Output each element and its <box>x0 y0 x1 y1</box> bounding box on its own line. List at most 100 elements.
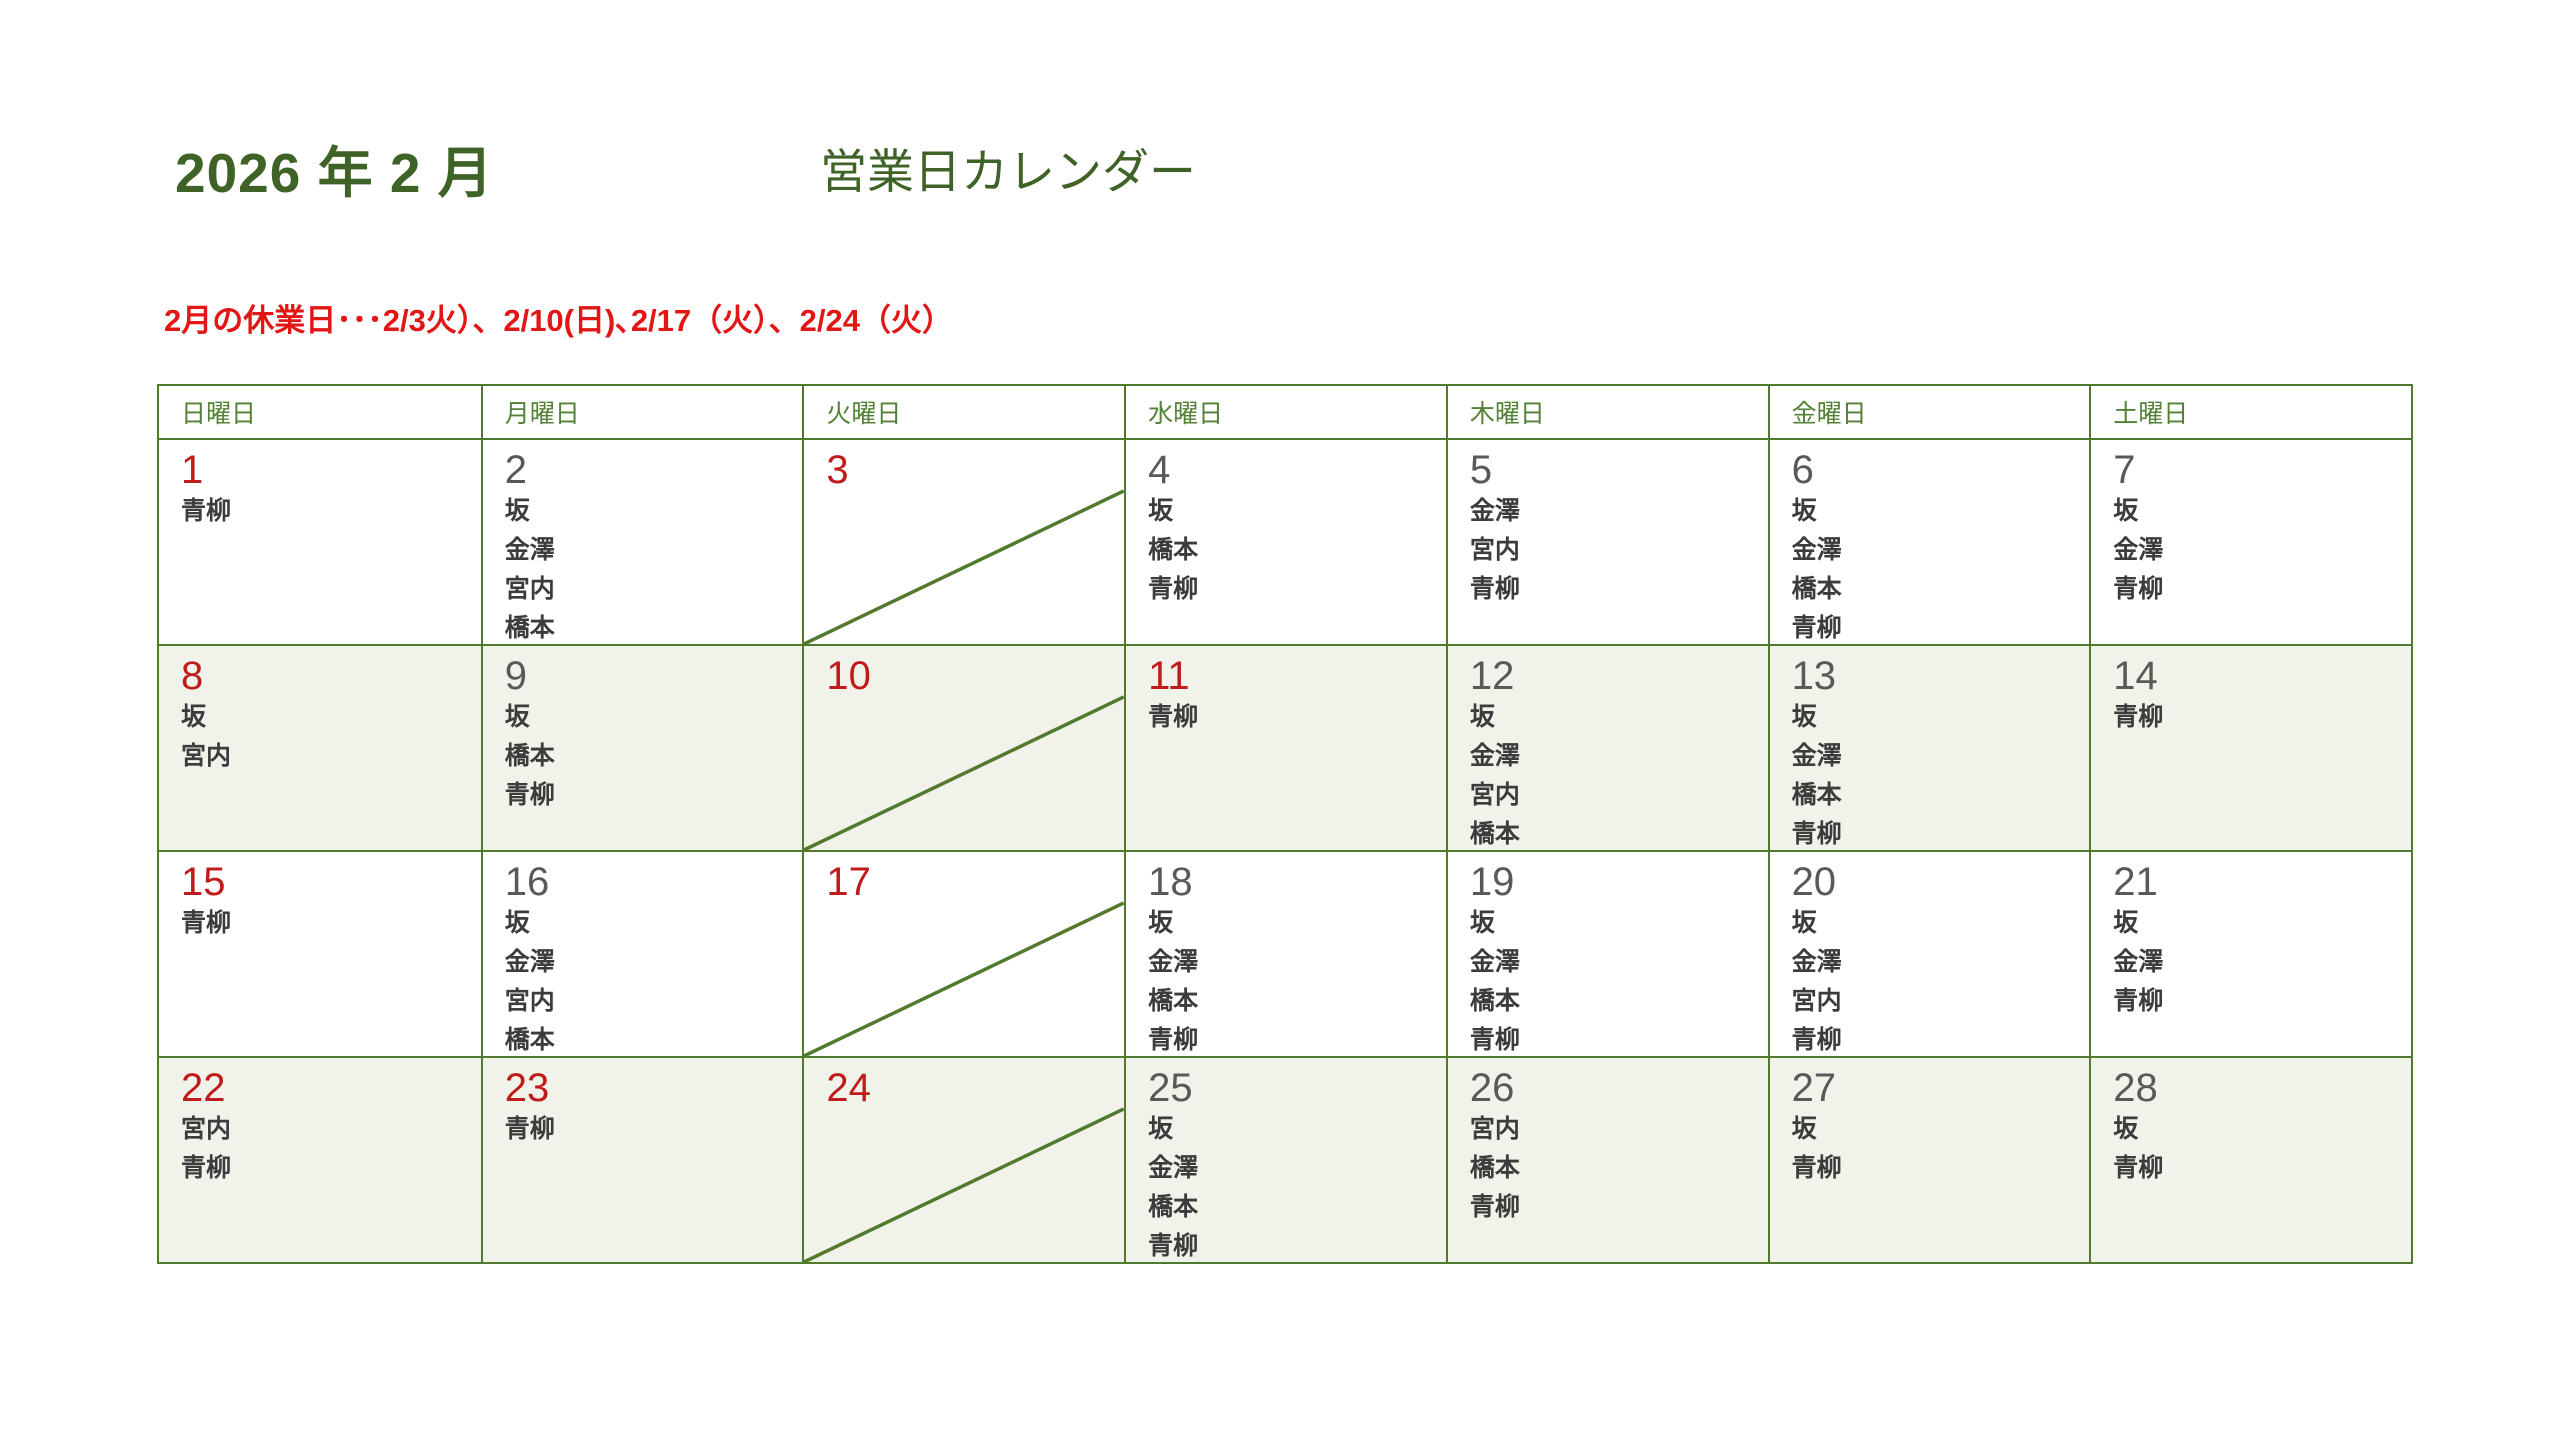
staff-name: 坂 <box>1791 703 1817 731</box>
day-number: 12 <box>1469 654 1515 698</box>
staff-name: 金澤 <box>504 536 555 564</box>
day-cell-17: 17 <box>802 852 1124 1056</box>
day-cell-13: 13 坂金澤 橋本 青柳 <box>1767 646 2090 850</box>
weekday-label: 水曜日 <box>1148 400 1224 428</box>
day-number: 15 <box>181 860 226 904</box>
staff-name: 青柳 <box>1469 1193 1520 1221</box>
weekday-header-row: 日曜日 月曜日 火曜日 水曜日 木曜日 金曜日 土曜日 <box>159 386 2411 438</box>
day-cell-4: 4 坂橋本 青柳 <box>1124 440 1446 644</box>
staff-name: 坂 <box>1148 1115 1174 1143</box>
day-number: 11 <box>1148 654 1190 698</box>
staff-name: 青柳 <box>2113 703 2164 731</box>
staff-name: 青柳 <box>2113 987 2164 1015</box>
staff-name: 青柳 <box>1469 575 1520 603</box>
day-cell-12: 12 坂金澤宮内橋本 <box>1445 646 1768 850</box>
staff-name: 青柳 <box>181 497 232 525</box>
staff-name: 金澤 <box>1791 948 1842 976</box>
day-number: 9 <box>504 654 527 698</box>
staff-name: 宮内 <box>1469 781 1520 809</box>
weekday-label: 金曜日 <box>1791 400 1867 428</box>
day-number: 22 <box>181 1066 226 1110</box>
staff-name: 坂 <box>2113 497 2139 525</box>
day-cell-5: 5 金澤 宮内 青柳 <box>1445 440 1768 644</box>
day-number: 1 <box>181 448 204 492</box>
staff-name: 金澤 <box>504 948 555 976</box>
day-cell-14: 14 青柳 <box>2089 646 2411 850</box>
week-row-3: 15 青柳 16 坂金澤 宮内 橋本 17 18 坂金澤 橋本 青柳 19 坂金澤 橋本 青柳 20 坂金澤 宮内… <box>159 850 2411 1056</box>
day-number: 27 <box>1791 1066 1837 1110</box>
closed-days-notice: 2月の休業日･･･2/3火）、2/10(日)､2/17（火）、2/24（火） <box>164 303 953 338</box>
day-number: 8 <box>181 654 204 698</box>
weekday-header-cell-4: 木曜日 <box>1445 386 1768 438</box>
day-number: 14 <box>2113 654 2158 698</box>
staff-name: 青柳 <box>1148 703 1199 731</box>
day-cell-23: 23 青柳 <box>480 1058 803 1262</box>
weekday-header-cell-1: 月曜日 <box>480 386 803 438</box>
day-number: 16 <box>504 860 550 904</box>
day-number: 26 <box>1469 1066 1515 1110</box>
weekday-label: 日曜日 <box>181 400 257 428</box>
day-cell-10: 10 <box>802 646 1124 850</box>
staff-name: 坂 <box>181 703 207 731</box>
staff-name: 橋本 <box>504 742 555 770</box>
day-cell-27: 27 坂青柳 <box>1767 1058 2090 1262</box>
day-cell-11: 11 青柳 <box>1124 646 1446 850</box>
weekday-header-cell-6: 土曜日 <box>2089 386 2411 438</box>
staff-name: 橋本 <box>1469 987 1520 1015</box>
staff-name: 宮内 <box>181 1115 232 1143</box>
staff-name: 金澤 <box>1791 536 1842 564</box>
staff-name: 坂 <box>2113 909 2139 937</box>
day-number: 18 <box>1148 860 1193 904</box>
day-cell-16: 16 坂金澤 宮内 橋本 <box>480 852 803 1056</box>
calendar-title: 営業日カレンダー <box>820 145 1196 198</box>
day-cell-18: 18 坂金澤 橋本 青柳 <box>1124 852 1446 1056</box>
staff-name: 金澤 <box>2113 948 2164 976</box>
staff-name: 坂 <box>1469 703 1495 731</box>
day-cell-9: 9 坂橋本青柳 <box>480 646 803 850</box>
day-cell-25: 25 坂金澤 橋本 青柳 <box>1124 1058 1446 1262</box>
staff-name: 青柳 <box>2113 575 2164 603</box>
day-cell-3: 3 <box>802 440 1124 644</box>
staff-name: 橋本 <box>1148 1193 1199 1221</box>
day-number: 5 <box>1469 448 1493 492</box>
day-cell-1: 1 青柳 <box>159 440 481 644</box>
weekday-label: 木曜日 <box>1469 400 1545 428</box>
day-cell-2: 2 坂金澤 宮内 橋本 <box>480 440 803 644</box>
day-number: 24 <box>826 1066 871 1110</box>
staff-name: 坂 <box>1791 1115 1817 1143</box>
staff-name: 金澤 <box>1791 742 1842 770</box>
staff-name: 宮内 <box>1469 1115 1520 1143</box>
staff-name: 坂 <box>1148 497 1174 525</box>
staff-name: 金澤 <box>1148 1154 1199 1182</box>
day-number: 19 <box>1469 860 1515 904</box>
day-number: 23 <box>504 1066 550 1110</box>
staff-name: 青柳 <box>504 781 555 809</box>
staff-name: 金澤 <box>1469 742 1520 770</box>
weekday-header-cell-0: 日曜日 <box>159 386 481 438</box>
week-row-2: 8 坂宮内 9 坂橋本 青柳 10 11 青柳 12 坂金澤 宮内 橋本 13 坂金澤 橋本 青柳 14 青柳 <box>159 644 2411 850</box>
staff-name: 宮内 <box>1469 536 1520 564</box>
staff-name: 宮内 <box>504 987 555 1015</box>
weekday-header-cell-5: 金曜日 <box>1767 386 2090 438</box>
day-number: 4 <box>1148 448 1171 492</box>
staff-name: 青柳 <box>1148 575 1199 603</box>
staff-name: 坂 <box>1791 497 1817 525</box>
day-number: 3 <box>826 448 849 492</box>
staff-name: 橋本 <box>1791 575 1842 603</box>
staff-name: 青柳 <box>1791 614 1842 642</box>
staff-name: 坂 <box>504 703 530 731</box>
day-number: 20 <box>1791 860 1837 904</box>
staff-name: 坂 <box>504 497 530 525</box>
staff-name: 金澤 <box>2113 536 2164 564</box>
week-row-1: 1 青柳 2 坂金澤 宮内 橋本 3 4 坂橋本 青柳 5 金澤 宮内 青柳 6 坂金澤 橋本 青柳 7 坂金澤 青柳 <box>159 438 2411 644</box>
weekday-label: 火曜日 <box>826 400 902 428</box>
staff-name: 金澤 <box>1469 948 1520 976</box>
day-number: 21 <box>2113 860 2158 904</box>
staff-name: 橋本 <box>504 614 555 642</box>
staff-name: 青柳 <box>1469 1026 1520 1054</box>
staff-name: 青柳 <box>181 1154 232 1182</box>
staff-name: 青柳 <box>1148 1232 1199 1260</box>
day-number: 28 <box>2113 1066 2158 1110</box>
staff-name: 橋本 <box>1469 820 1520 848</box>
calendar-table: 日曜日 月曜日 火曜日 水曜日 木曜日 金曜日 土曜日 1 青柳 2 坂金澤 宮内 橋本 3 4 坂橋本 青柳… <box>157 384 2413 1264</box>
